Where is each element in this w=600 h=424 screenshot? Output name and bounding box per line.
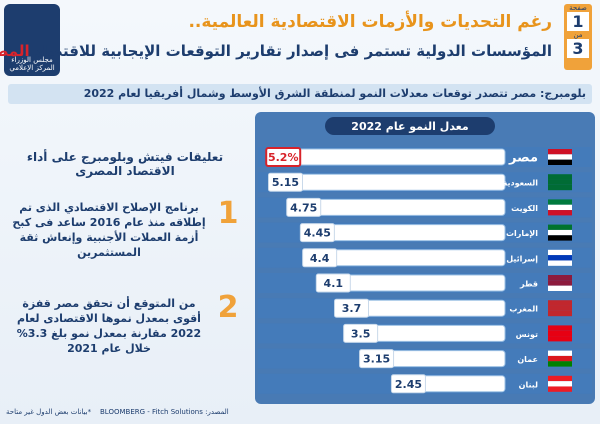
value-box xyxy=(286,197,322,217)
page-badge: صفحة 1 من 3 xyxy=(564,4,592,70)
value-box xyxy=(267,172,303,192)
value-label: 3.15 xyxy=(363,353,390,366)
bar xyxy=(267,148,506,166)
value-label: 4.1 xyxy=(324,277,344,290)
category-label: الإمارات xyxy=(506,229,538,238)
flag xyxy=(548,249,572,256)
flag xyxy=(548,184,572,191)
kicker: رغم التحديات والأزمات الاقتصادية العالمي… xyxy=(188,12,552,32)
flag xyxy=(548,350,572,356)
flag xyxy=(548,381,572,387)
comment-number: 2 xyxy=(217,290,239,325)
flag xyxy=(548,280,572,286)
source: المصدر: BLOOMBERG - Fitch Solutions xyxy=(100,408,229,416)
flag xyxy=(548,330,572,337)
value-label: 5.15 xyxy=(272,176,299,189)
page-number: 1 xyxy=(567,12,589,31)
value-box xyxy=(302,248,338,268)
flag xyxy=(548,300,572,306)
logo: مجلس الوزراء المركز الإعلامي xyxy=(4,4,60,76)
flag xyxy=(548,361,572,367)
flag xyxy=(548,149,572,155)
value-label: 4.75 xyxy=(290,201,317,214)
value-label: 2.45 xyxy=(395,378,422,391)
comment-text: برنامج الإصلاح الاقتصادي الذى تم إطلاقه … xyxy=(12,201,206,259)
value-label: 3.5 xyxy=(351,327,371,340)
page-of: من xyxy=(573,31,583,39)
flag xyxy=(548,260,572,266)
value-label: 5.2% xyxy=(268,151,299,164)
comment-text: من المتوقع أن تحقق مصر قفزة أقوى بمعدل ن… xyxy=(16,297,202,355)
title: المؤسسات الدولية تستمر فى إصدار تقارير ا… xyxy=(0,42,552,60)
page-total: 3 xyxy=(567,39,589,58)
note: *بيانات بعض الدول غير متاحة xyxy=(6,408,92,416)
category-label: الكويت xyxy=(511,204,538,213)
page-label: صفحة xyxy=(569,4,587,12)
flag xyxy=(548,174,572,180)
flag xyxy=(548,179,572,185)
flag xyxy=(548,255,572,261)
value-box xyxy=(299,223,335,243)
flag xyxy=(548,305,572,311)
category-label: السعودية xyxy=(503,179,539,188)
category-label: عمان xyxy=(517,355,538,364)
chart-title: معدل النمو عام 2022 xyxy=(351,120,468,133)
flag xyxy=(548,355,572,362)
value-box xyxy=(334,298,370,318)
category-label: قطر xyxy=(519,280,538,289)
value-box xyxy=(343,323,379,343)
flag xyxy=(548,325,572,331)
comments-title: تعليقات فيتش وبلومبرج على أداء الاقتصاد … xyxy=(26,150,224,178)
flag xyxy=(548,210,572,216)
category-label: مصر xyxy=(508,151,538,166)
comment-number: 1 xyxy=(217,196,239,231)
flag xyxy=(548,375,572,382)
flag xyxy=(548,336,572,342)
category-label: لبنان xyxy=(519,380,538,389)
value-box xyxy=(359,349,395,369)
flag xyxy=(548,310,572,317)
flag xyxy=(548,386,572,392)
category-label: إسرائيل xyxy=(506,254,538,263)
category-label: تونس xyxy=(516,330,538,340)
chart-title-pill xyxy=(325,117,495,135)
comment-2: 2 من المتوقع أن تحقق مصر قفزة أقوى بمعدل… xyxy=(10,290,242,370)
value-label: 3.7 xyxy=(342,302,362,315)
title-main: المؤسسات الدولية تستمر فى إصدار تقارير ا… xyxy=(34,42,552,60)
title-highlight: المصرى xyxy=(0,42,30,60)
value-box xyxy=(265,147,302,167)
comment-1: 1 برنامج الإصلاح الاقتصادي الذى تم إطلاق… xyxy=(10,196,242,266)
bar xyxy=(269,173,506,191)
flag xyxy=(548,235,572,241)
flag xyxy=(548,229,572,236)
value-box xyxy=(390,374,426,394)
value-box xyxy=(315,273,351,293)
flag xyxy=(548,154,572,160)
value-label: 4.4 xyxy=(310,252,330,265)
flag xyxy=(548,199,572,205)
value-label: 4.45 xyxy=(304,227,331,240)
flag xyxy=(548,159,572,165)
subtitle: بلومبرج: مصر تتصدر توقعات معدلات النمو ل… xyxy=(8,84,592,104)
flag xyxy=(548,275,572,281)
flag xyxy=(548,204,572,211)
flag xyxy=(548,285,572,291)
flag xyxy=(548,224,572,230)
category-label: المغرب xyxy=(509,305,538,314)
